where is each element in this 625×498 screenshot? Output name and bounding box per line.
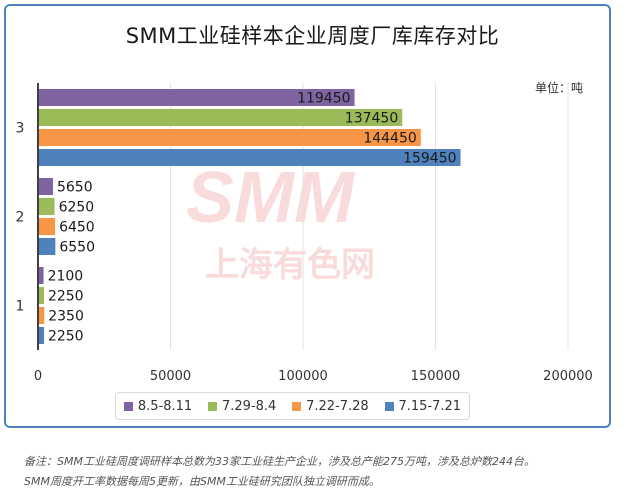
bar	[38, 267, 44, 284]
bar	[38, 307, 45, 324]
bar	[38, 109, 403, 126]
legend-item: 8.5-8.11	[123, 398, 193, 414]
legend-label: 8.5-8.11	[137, 398, 193, 414]
x-tick-label: 200000	[543, 369, 593, 384]
data-label: 2350	[48, 309, 84, 325]
bar	[38, 287, 44, 304]
x-tick-label: 0	[34, 369, 42, 384]
legend-label: 7.29-8.4	[222, 398, 277, 414]
data-label: 144450	[363, 131, 416, 147]
unit-label: 单位：吨	[535, 81, 584, 95]
legend-label: 7.15-7.21	[398, 398, 462, 414]
watermark-logo: SMM 上海有色网	[186, 158, 375, 285]
chart-frame	[4, 4, 611, 428]
legend-item: 7.22-7.28	[292, 399, 369, 414]
legend-item: 7.15-7.21	[384, 398, 462, 414]
bar	[38, 327, 44, 344]
data-label: 5650	[57, 180, 93, 196]
chart-title: SMM工业硅样本企业周度厂库库存对比	[125, 24, 500, 48]
data-label: 6450	[59, 220, 95, 236]
bar	[38, 198, 55, 215]
bar	[38, 218, 56, 235]
y-category-label: 3	[16, 121, 25, 137]
legend-swatch	[123, 401, 133, 411]
data-label: 2250	[48, 289, 84, 305]
data-label: 119450	[297, 91, 350, 107]
data-label: 2100	[48, 269, 84, 285]
data-label: 2250	[48, 329, 84, 345]
legend-swatch	[208, 401, 217, 411]
footnote: 备注：SMM工业硅周度调研样本总数为33家工业硅生产企业，涉及总产能275万吨，…	[24, 452, 619, 492]
bar	[38, 149, 461, 166]
footnote-line-2: SMM周度开工率数据每周5更新，由SMM工业硅研究团队独立调研而成。	[24, 475, 380, 488]
data-label: 137450	[345, 111, 398, 127]
legend-swatch	[384, 401, 394, 411]
svg-text:SMM: SMM	[186, 158, 356, 238]
legend-item: 7.29-8.4	[208, 399, 276, 414]
bar-chart-plot: SMM 上海有色网 2100 2250 2350 2250 5650 6250 6450 65…	[16, 83, 593, 384]
x-tick-label: 100000	[278, 369, 328, 384]
bar	[38, 238, 56, 255]
data-label: 6550	[59, 240, 95, 256]
legend-swatch	[292, 401, 302, 411]
data-label: 6250	[59, 200, 95, 216]
bar	[38, 178, 53, 195]
data-label: 159450	[403, 151, 456, 167]
footnote-line-1: 备注：SMM工业硅周度调研样本总数为33家工业硅生产企业，涉及总产能275万吨，…	[24, 455, 535, 468]
chart-legend: 8.5-8.11 7.29-8.4 7.22-7.28 7.15-7.21	[115, 392, 470, 420]
y-category-label: 2	[16, 210, 25, 226]
legend-label: 7.22-7.28	[306, 398, 369, 414]
x-tick-label: 50000	[150, 369, 191, 384]
y-category-label: 1	[16, 299, 25, 315]
x-tick-label: 150000	[411, 369, 461, 384]
svg-text:上海有色网: 上海有色网	[205, 245, 375, 285]
bar	[38, 129, 421, 146]
bar	[38, 89, 355, 106]
